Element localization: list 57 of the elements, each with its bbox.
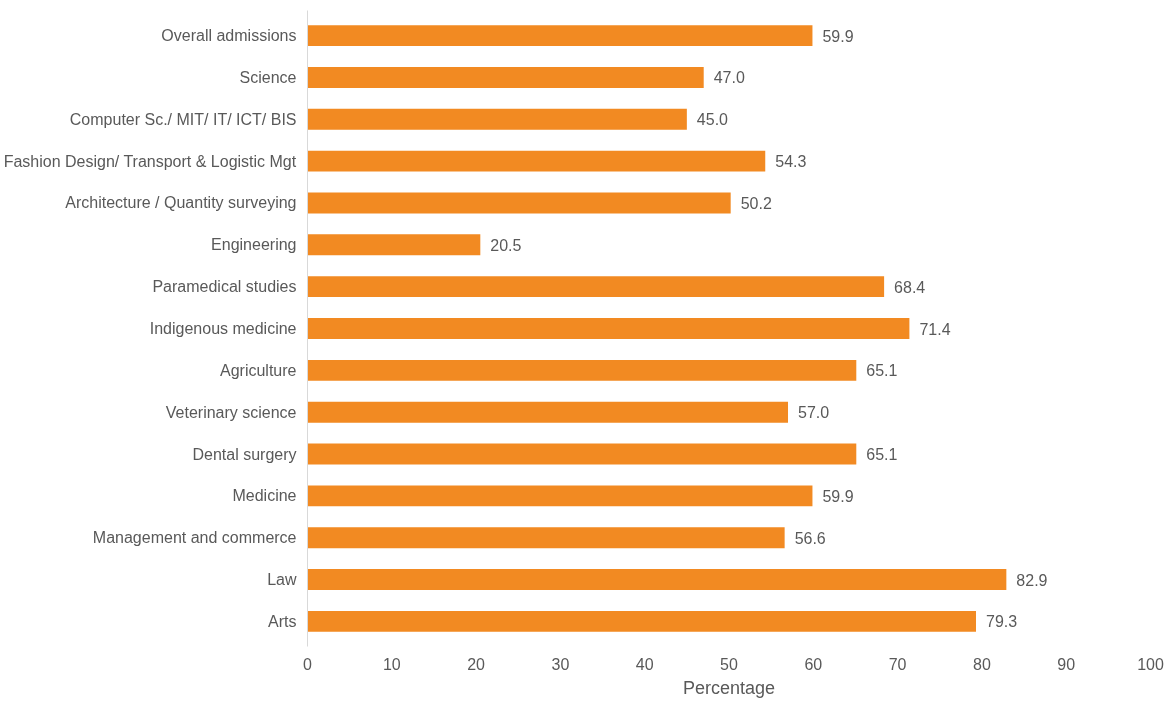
y-tick-label: Dental surgery	[192, 445, 297, 463]
y-tick-label: Arts	[268, 612, 297, 630]
x-tick-label: 40	[635, 655, 654, 673]
y-tick-label: Medicine	[232, 487, 297, 505]
data-label: 45.0	[696, 111, 729, 129]
data-label: 47.0	[713, 69, 745, 87]
bar	[307, 359, 857, 381]
data-label: 65.1	[866, 362, 898, 380]
x-tick-label: 50	[720, 655, 738, 673]
data-label: 59.9	[822, 27, 854, 45]
bar	[307, 527, 785, 549]
y-tick-label: Computer Sc./ MIT/ IT/ ICT/ BIS	[69, 110, 297, 128]
data-label: 54.3	[775, 153, 807, 171]
x-tick-label: 90	[1057, 655, 1076, 673]
bar	[307, 318, 910, 339]
bar	[307, 108, 687, 130]
y-tick-label: Architecture / Quantity surveying	[65, 194, 297, 212]
y-tick-label: Agriculture	[220, 361, 297, 379]
x-tick-label: 70	[888, 655, 907, 673]
bar	[307, 234, 481, 256]
data-label: 71.4	[919, 320, 951, 338]
x-axis-title: Percentage	[682, 677, 776, 698]
y-tick-label: Management and commerce	[92, 529, 297, 547]
y-tick-label: Indigenous medicine	[149, 320, 297, 337]
x-tick-label: 0	[303, 655, 313, 673]
y-tick-label: Engineering	[211, 236, 297, 254]
y-tick-label: Science	[239, 68, 297, 86]
bar	[307, 150, 766, 172]
x-tick-label: 80	[973, 655, 991, 673]
bar	[307, 569, 1007, 591]
y-tick-label: Paramedical studies	[152, 278, 297, 296]
bar	[307, 443, 857, 465]
x-tick-label: 20	[467, 655, 486, 673]
data-label: 79.3	[986, 613, 1018, 631]
y-tick-label: Fashion Design/ Transport & Logistic Mgt	[3, 152, 297, 170]
bar	[307, 485, 813, 507]
bar	[307, 66, 704, 88]
x-tick-label: 10	[382, 655, 401, 673]
data-label: 50.2	[740, 194, 772, 212]
y-tick-label: Overall admissions	[161, 27, 297, 45]
y-tick-label: Veterinary science	[165, 403, 297, 421]
data-label: 57.0	[798, 404, 830, 422]
data-label: 20.5	[490, 236, 522, 254]
bar	[307, 25, 813, 47]
data-label: 56.6	[794, 529, 826, 547]
data-label: 65.1	[866, 446, 898, 464]
bar	[307, 610, 976, 632]
x-tick-label: 100	[1137, 655, 1164, 673]
data-label: 82.9	[1016, 571, 1048, 589]
y-tick-label: Law	[267, 571, 297, 589]
x-tick-label: 30	[551, 655, 570, 673]
x-tick-label: 60	[804, 655, 823, 673]
bar	[307, 276, 885, 298]
bar	[307, 192, 731, 214]
data-label: 68.4	[894, 278, 926, 296]
data-label: 59.9	[822, 487, 854, 505]
bar	[307, 401, 789, 423]
